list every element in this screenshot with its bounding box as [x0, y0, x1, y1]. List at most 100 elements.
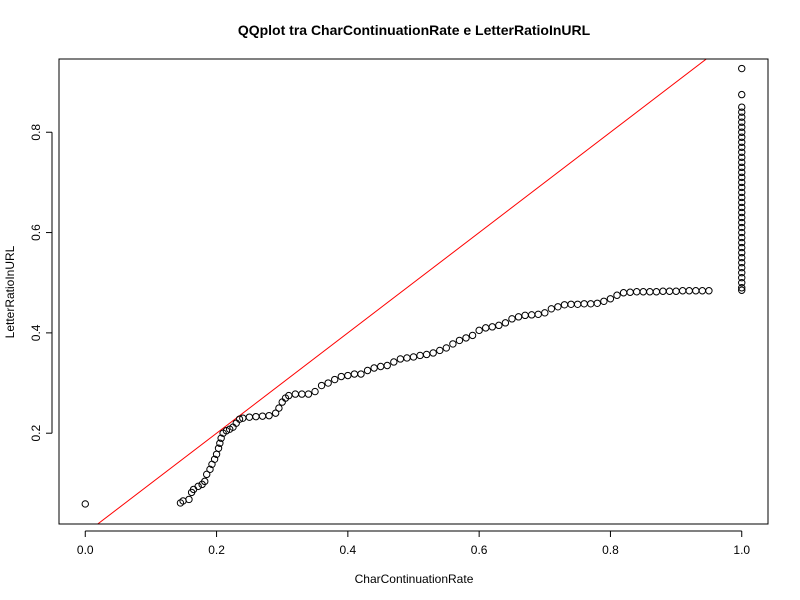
- x-axis-label: CharContinuationRate: [355, 572, 474, 586]
- data-point: [698, 287, 707, 295]
- data-point: [383, 361, 391, 370]
- data-point: [324, 379, 332, 387]
- data-point: [738, 263, 746, 272]
- data-point: [210, 455, 219, 463]
- data-point: [416, 351, 424, 360]
- data-point: [678, 287, 687, 295]
- data-point: [194, 482, 202, 491]
- data-point: [514, 313, 523, 321]
- data-point: [573, 300, 582, 308]
- data-point: [738, 248, 746, 257]
- data-point: [409, 353, 418, 361]
- data-point: [203, 470, 211, 479]
- data-point: [633, 288, 641, 296]
- data-point: [217, 434, 225, 442]
- chart-title: QQplot tra CharContinuationRate e Letter…: [238, 22, 591, 38]
- data-point: [258, 412, 267, 420]
- data-point: [235, 415, 244, 423]
- data-point: [429, 349, 437, 357]
- data-point: [738, 243, 746, 252]
- data-point: [331, 375, 339, 384]
- data-point: [278, 398, 286, 406]
- data-point: [738, 198, 746, 207]
- data-point: [738, 103, 746, 111]
- data-point: [738, 90, 746, 99]
- data-point: [738, 284, 746, 292]
- data-point: [659, 287, 667, 295]
- data-point: [422, 350, 431, 359]
- data-point: [580, 300, 588, 308]
- data-point: [738, 153, 746, 162]
- data-point: [738, 253, 746, 262]
- data-point: [738, 173, 746, 182]
- data-point: [738, 228, 746, 237]
- data-point: [738, 158, 746, 167]
- data-point: [185, 495, 193, 504]
- y-tick-label: 0.8: [29, 124, 43, 141]
- data-point: [216, 439, 224, 447]
- data-point: [403, 354, 411, 362]
- data-point: [488, 323, 496, 331]
- data-point: [363, 366, 372, 375]
- data-point: [567, 300, 575, 308]
- data-point: [560, 301, 569, 309]
- data-point: [449, 340, 457, 348]
- data-point: [554, 303, 562, 311]
- data-point: [298, 390, 306, 398]
- data-point: [738, 268, 746, 277]
- data-point: [390, 358, 398, 366]
- x-tick-label: 0.4: [340, 543, 357, 557]
- data-point: [738, 183, 746, 192]
- data-point: [692, 287, 700, 295]
- data-point: [396, 355, 405, 363]
- data-point: [738, 274, 746, 282]
- data-point: [291, 390, 300, 398]
- data-point: [738, 128, 746, 136]
- plot-area: [58, 58, 769, 525]
- data-point: [626, 288, 634, 296]
- data-point: [738, 188, 746, 197]
- data-point: [501, 319, 510, 327]
- x-tick-label: 1.0: [733, 543, 750, 557]
- data-point: [350, 370, 359, 378]
- data-point: [646, 288, 654, 296]
- data-point: [337, 372, 345, 381]
- data-point: [639, 288, 647, 296]
- data-point: [738, 138, 746, 146]
- data-point: [468, 331, 477, 340]
- data-point: [738, 113, 746, 121]
- plot-frame: [58, 58, 769, 525]
- data-point: [587, 300, 595, 308]
- y-axis: 0.2 0.4 0.6 0.8: [29, 124, 53, 442]
- x-axis: 0.0 0.2 0.4 0.6 0.8 1.0: [77, 530, 750, 557]
- data-point: [738, 148, 746, 157]
- x-tick-label: 0.2: [208, 543, 225, 557]
- data-point: [265, 411, 273, 420]
- data-point: [738, 218, 746, 227]
- data-point: [738, 193, 746, 202]
- data-point: [738, 279, 746, 287]
- data-point: [672, 287, 680, 295]
- data-point: [593, 299, 602, 307]
- data-point: [600, 297, 608, 305]
- data-point: [206, 465, 214, 474]
- data-point: [738, 143, 746, 151]
- data-point: [436, 346, 444, 355]
- data-point: [311, 387, 319, 396]
- data-point: [462, 334, 470, 342]
- data-point: [738, 108, 746, 116]
- data-point: [738, 203, 746, 212]
- data-point: [475, 326, 483, 335]
- x-tick-label: 0.8: [602, 543, 619, 557]
- data-point: [738, 123, 746, 131]
- data-point: [495, 321, 503, 330]
- data-point: [738, 118, 746, 126]
- data-point: [455, 336, 464, 345]
- data-point: [245, 413, 254, 421]
- data-point: [201, 477, 209, 486]
- data-point: [738, 258, 746, 267]
- data-point: [370, 364, 378, 372]
- data-point: [534, 310, 542, 319]
- y-axis-label: LetterRatioInURL: [3, 245, 17, 338]
